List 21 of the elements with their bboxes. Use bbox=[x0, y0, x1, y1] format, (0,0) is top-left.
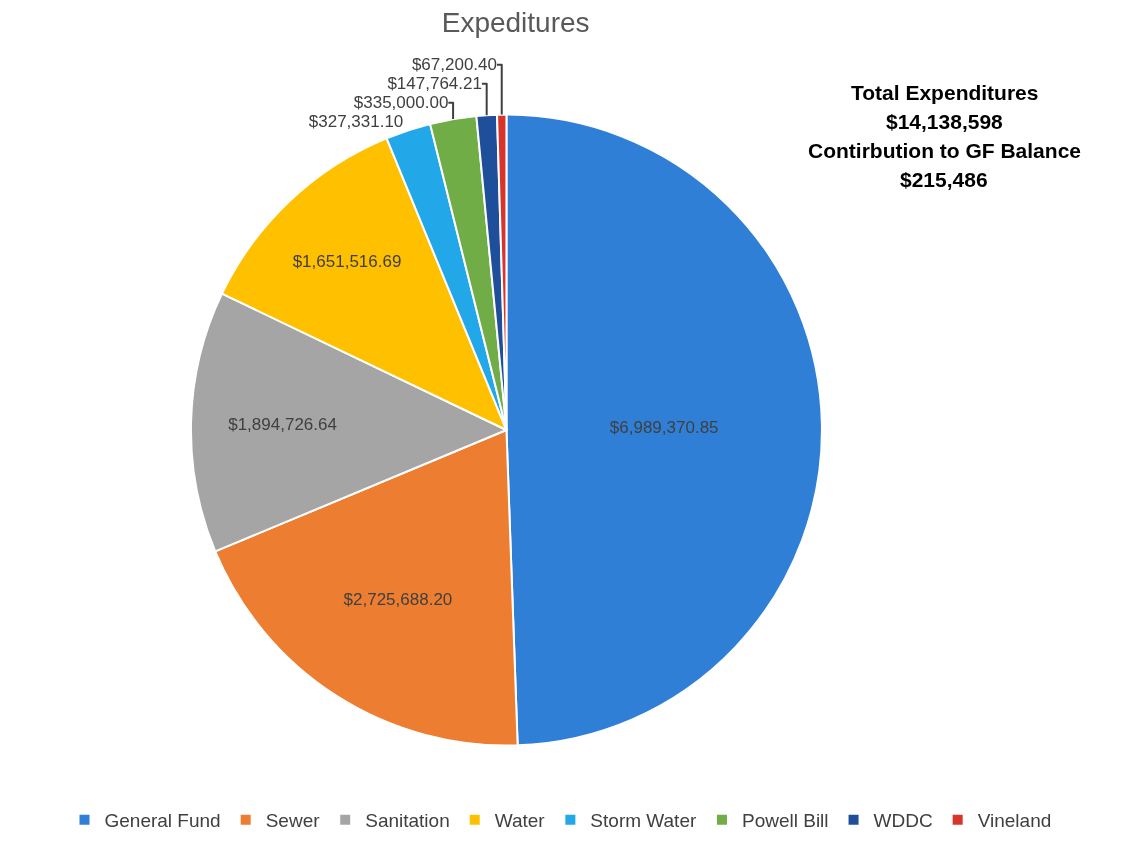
data-label: $2,725,688.20 bbox=[343, 589, 453, 609]
data-label: $327,331.10 bbox=[308, 112, 404, 132]
text: $215,486 bbox=[900, 168, 988, 191]
legend-label: Vineland bbox=[977, 810, 1052, 832]
data-label: $335,000.00 bbox=[353, 93, 449, 113]
data-label: $67,200.40 bbox=[411, 55, 497, 75]
text: Contirbution to GF Balance bbox=[808, 139, 1081, 162]
legend-label: Sanitation bbox=[365, 810, 450, 832]
legend-label: Water bbox=[494, 810, 546, 832]
data-label: $1,894,726.64 bbox=[228, 414, 337, 434]
chart-title: Expeditures bbox=[441, 7, 590, 39]
data-label: $6,989,370.85 bbox=[609, 417, 719, 437]
legend-label: Sewer bbox=[265, 810, 321, 832]
text: $14,138,598 bbox=[886, 110, 1004, 133]
data-label: $147,764.21 bbox=[387, 74, 482, 94]
legend-label: Powell Bill bbox=[741, 810, 829, 832]
text: Total Expenditures bbox=[851, 81, 1039, 104]
legend-label: Storm Water bbox=[590, 810, 697, 832]
data-label: $1,651,516.69 bbox=[292, 251, 402, 271]
legend-label: General Fund bbox=[104, 810, 221, 832]
legend-label: WDDC bbox=[873, 810, 933, 832]
